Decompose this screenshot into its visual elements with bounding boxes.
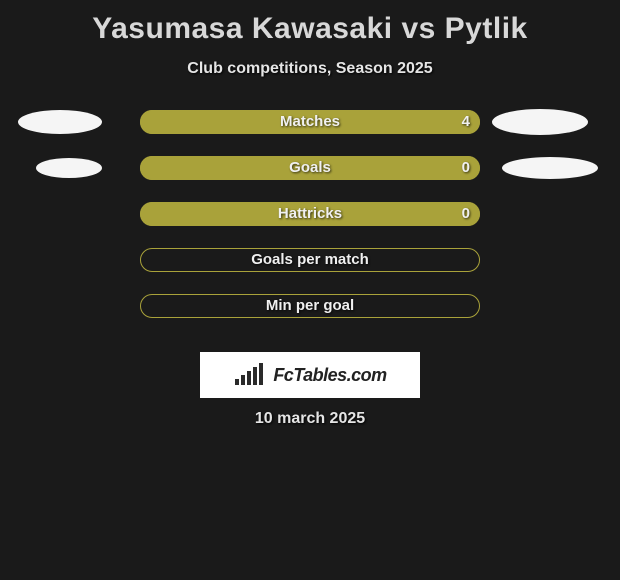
right-marker-oval	[502, 157, 598, 179]
stat-row: Goals per match	[0, 248, 620, 294]
page-title: Yasumasa Kawasaki vs Pytlik	[0, 0, 620, 46]
left-marker-oval	[18, 110, 102, 134]
stat-bar-outline	[140, 156, 480, 180]
brand-bars-icon	[233, 363, 267, 387]
stat-row: Matches4	[0, 110, 620, 156]
stat-row: Min per goal	[0, 294, 620, 340]
brand-logo: FcTables.com	[200, 352, 420, 398]
stat-bar-outline	[140, 202, 480, 226]
stat-row: Goals0	[0, 156, 620, 202]
stat-row: Hattricks0	[0, 202, 620, 248]
left-marker-oval	[36, 158, 102, 178]
stat-bar-outline	[140, 248, 480, 272]
stats-container: Matches4Goals0Hattricks0Goals per matchM…	[0, 110, 620, 340]
page-subtitle: Club competitions, Season 2025	[0, 60, 620, 78]
stat-bar-outline	[140, 294, 480, 318]
right-marker-oval	[492, 109, 588, 135]
stat-bar-outline	[140, 110, 480, 134]
date-label: 10 march 2025	[0, 410, 620, 428]
brand-text: FcTables.com	[273, 365, 386, 386]
